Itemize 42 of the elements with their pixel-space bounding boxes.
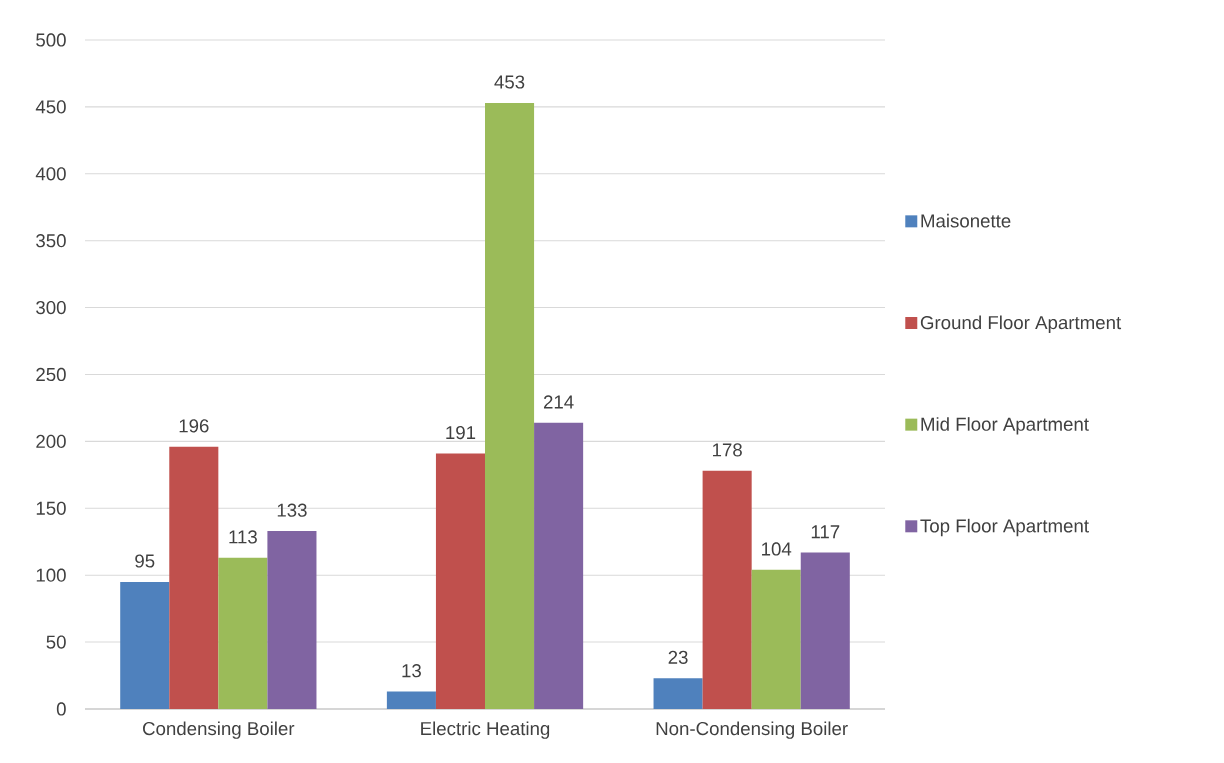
data-label: 23 (668, 650, 688, 664)
bar (534, 422, 584, 709)
data-label: 453 (494, 75, 525, 89)
bar (267, 531, 317, 709)
y-tick-label: 50 (46, 635, 66, 649)
bar (218, 557, 268, 709)
bar (800, 552, 850, 709)
legend-label: Ground Floor Apartment (920, 315, 1122, 333)
bar (653, 678, 703, 709)
legend-label: Mid Floor Apartment (921, 417, 1089, 435)
x-tick-label: Electric Heating (421, 721, 550, 739)
y-tick-label: 500 (36, 33, 66, 47)
y-tick-label: 300 (36, 300, 66, 315)
data-label: 133 (277, 503, 307, 517)
y-tick-label: 200 (36, 434, 66, 448)
data-label: 117 (811, 525, 840, 539)
y-tick-label: 100 (36, 568, 66, 582)
bar (169, 446, 219, 709)
bar (120, 581, 170, 709)
legend-label: Top Floor Apartment (920, 518, 1089, 537)
y-tick-label: 250 (36, 367, 66, 382)
data-label: 13 (402, 664, 421, 678)
bar (751, 569, 801, 709)
data-label: 191 (446, 425, 476, 440)
y-tick-label: 350 (36, 234, 66, 248)
y-tick-label: 450 (35, 100, 66, 114)
x-tick-label: Condensing Boiler (143, 721, 295, 739)
y-tick-label: 150 (36, 501, 66, 515)
bar (386, 691, 436, 709)
data-label: 95 (135, 554, 155, 568)
data-label: 196 (179, 419, 209, 433)
data-label: 104 (762, 542, 792, 556)
legend-label: Maisonette (921, 213, 1011, 228)
y-tick-label: 0 (56, 702, 66, 716)
bar (435, 453, 486, 709)
x-tick-label: Non-Condensing Boiler (656, 721, 848, 739)
y-tick-label: 400 (35, 167, 66, 181)
data-label: 178 (712, 443, 742, 457)
data-label: 214 (543, 395, 574, 409)
bar (702, 470, 752, 709)
bar (485, 102, 535, 709)
data-label: 113 (229, 530, 257, 544)
